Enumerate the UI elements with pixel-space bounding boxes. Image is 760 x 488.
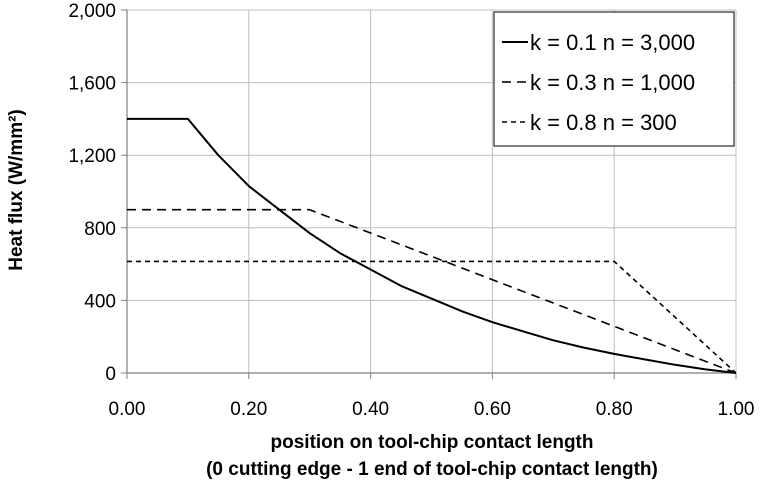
- legend-box: [493, 11, 735, 147]
- y-tick-label: 400: [84, 291, 116, 312]
- grid: [127, 9, 737, 373]
- x-axis-title-line2: (0 cutting edge - 1 end of tool-chip con…: [206, 459, 658, 480]
- series-line-3: [127, 260, 737, 374]
- y-tick-label: 0: [105, 364, 116, 385]
- y-tick-label: 2,000: [68, 1, 116, 22]
- axes: 0 400 800 1,200 1,600 2,000 0.00 0.20 0.40 0.60 0.…: [68, 1, 754, 420]
- x-axis-title-line1: position on tool-chip contact length: [271, 432, 594, 453]
- x-tick-label: 0.00: [109, 399, 146, 420]
- x-tick-label: 0.20: [230, 399, 267, 420]
- x-tick-label: 0.60: [474, 399, 511, 420]
- legend-label-3: k = 0.8 n = 300: [530, 110, 677, 135]
- legend-label-2: k = 0.3 n = 1,000: [530, 70, 695, 95]
- legend-label-1: k = 0.1 n = 3,000: [530, 30, 695, 55]
- x-tick-label: 1.00: [718, 399, 755, 420]
- series-group: [127, 117, 737, 374]
- axis-labels: position on tool-chip contact length (0 …: [6, 109, 658, 480]
- series-line-2: [127, 208, 737, 374]
- legend: k = 0.1 n = 3,000 k = 0.3 n = 1,000 k = 0.…: [493, 11, 735, 147]
- x-tick-label: 0.40: [352, 399, 389, 420]
- series-line-1: [127, 117, 737, 374]
- y-tick-label: 800: [84, 219, 116, 240]
- x-tick-label: 0.80: [596, 399, 633, 420]
- y-axis-title: Heat flux (W/mm²): [6, 109, 27, 271]
- y-tick-label: 1,200: [68, 146, 116, 167]
- y-tick-label: 1,600: [68, 74, 116, 95]
